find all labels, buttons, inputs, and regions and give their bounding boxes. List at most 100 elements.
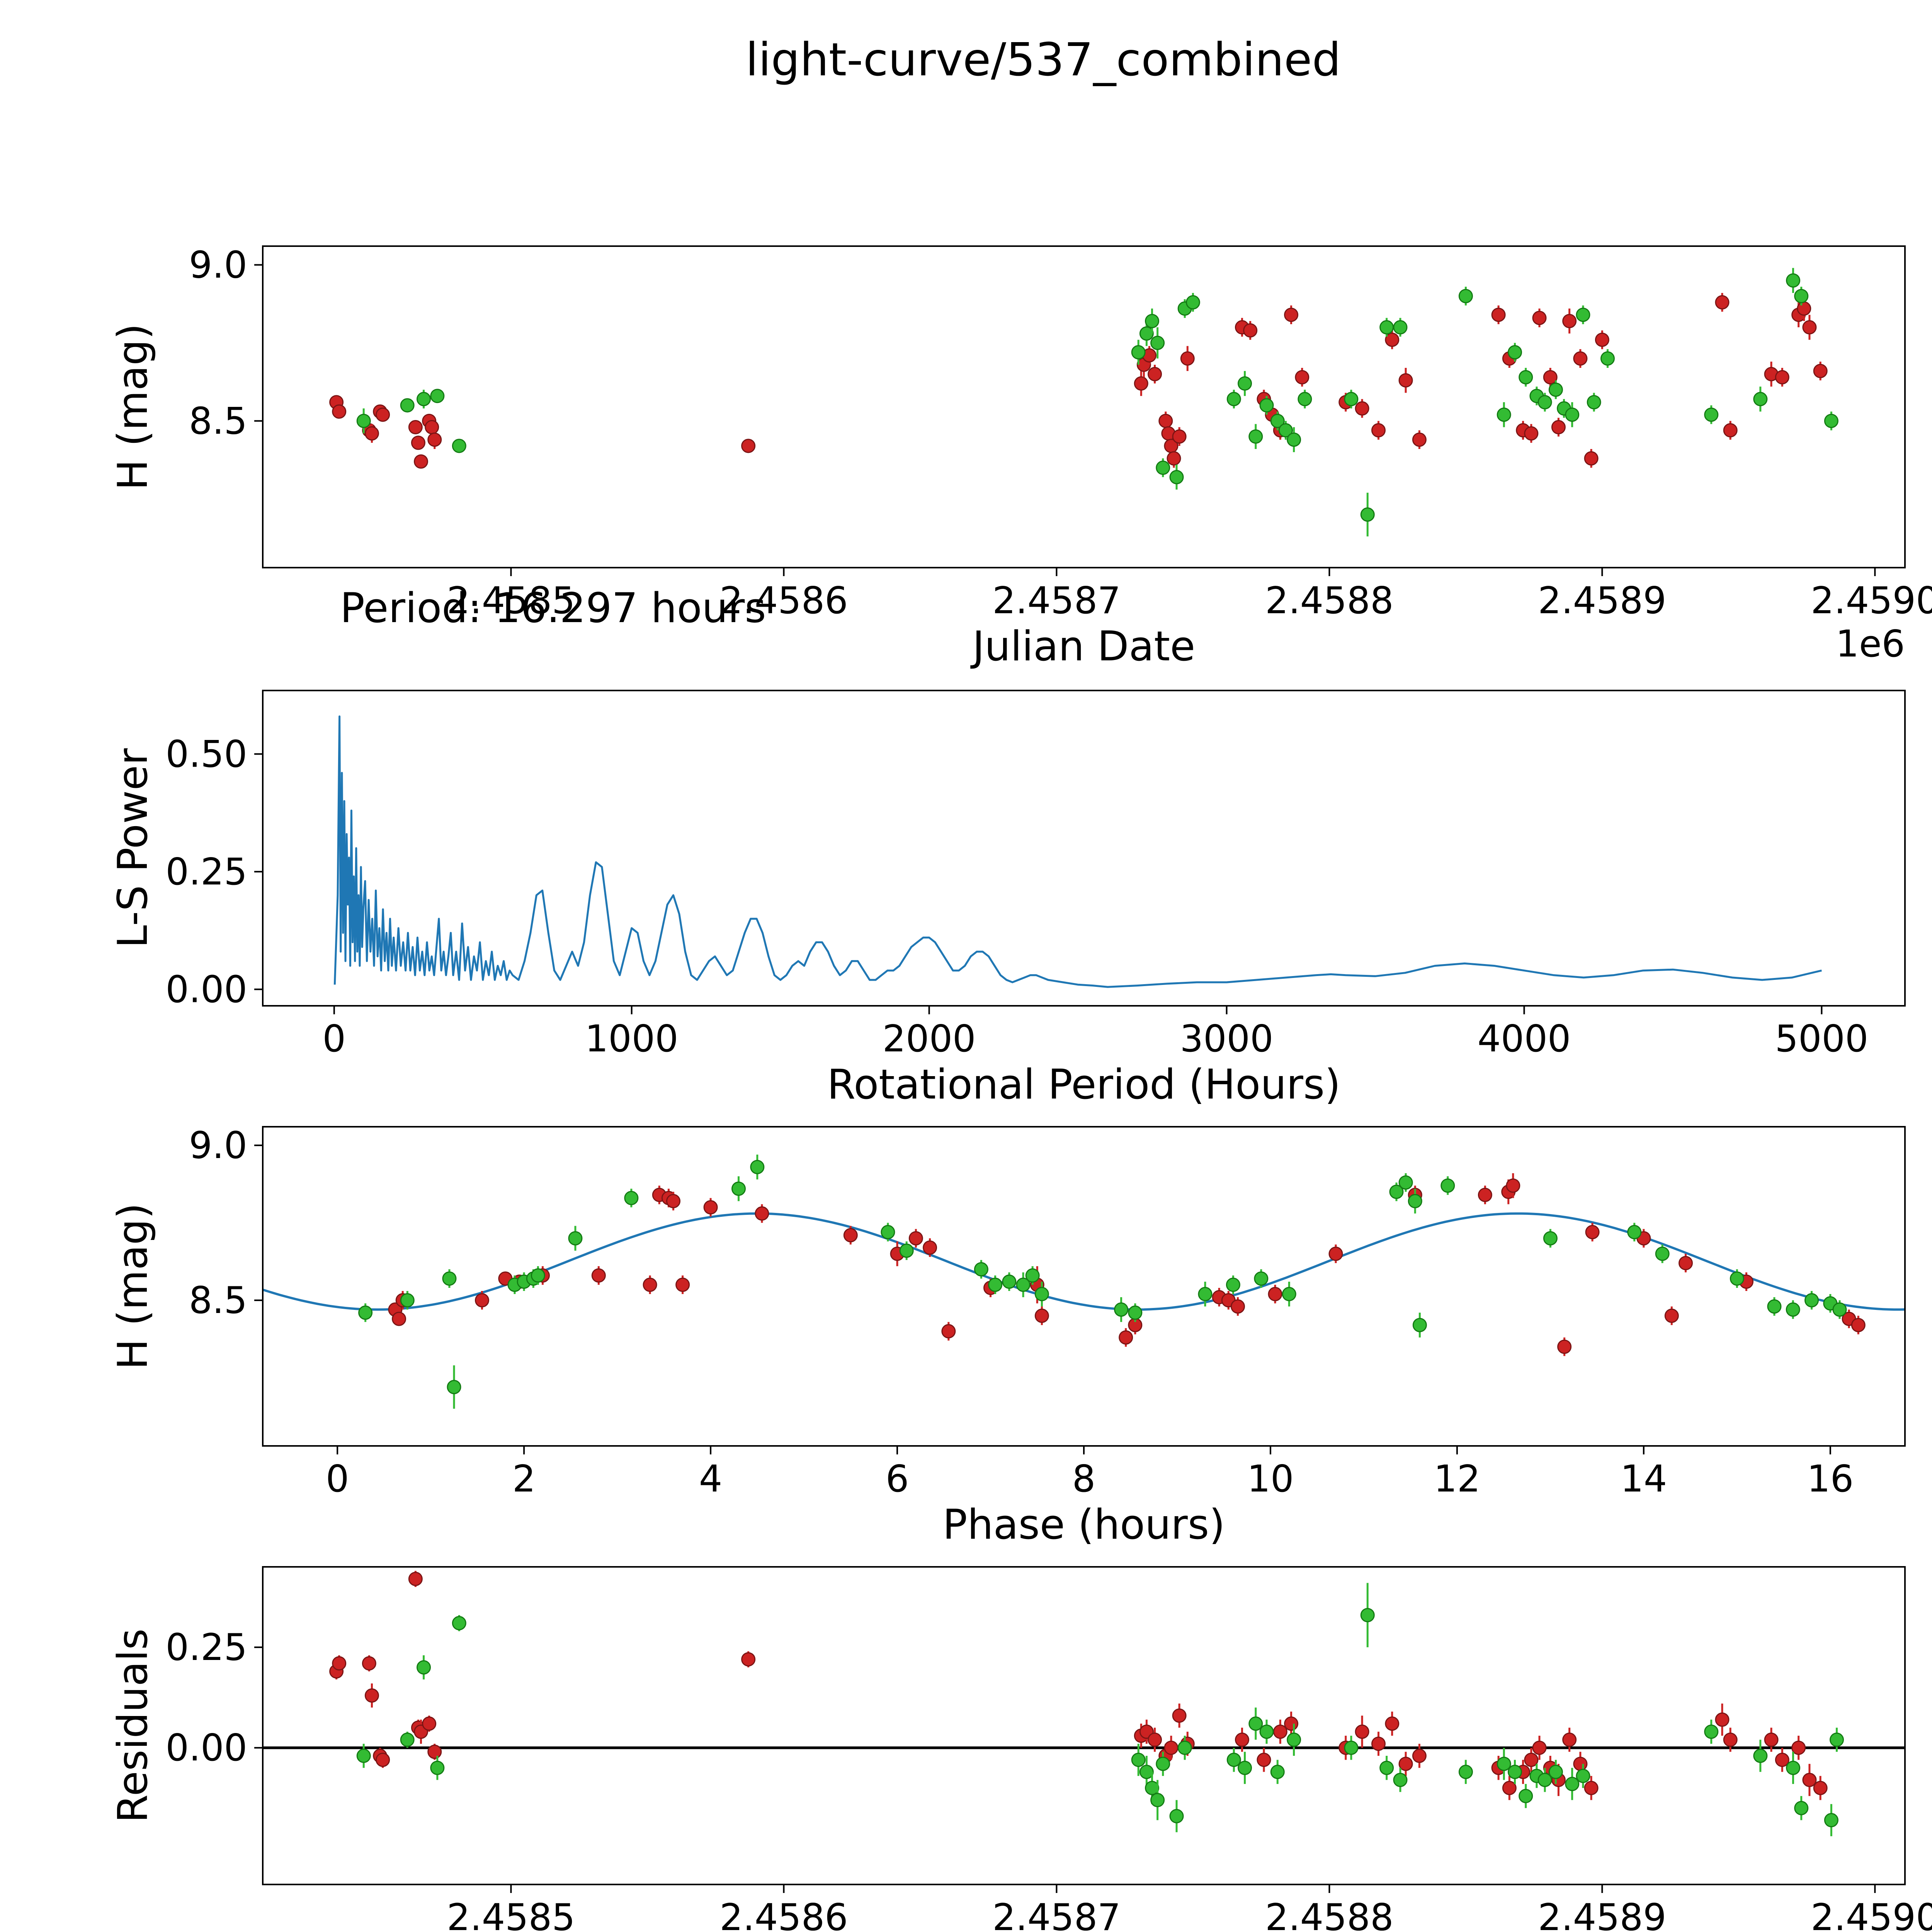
x-tick-label: 3000 [1180,1018,1274,1060]
data-point-green [1259,1725,1274,1739]
data-point-green [1282,1287,1296,1301]
data-point-green [1786,273,1801,288]
y-axis-label: H (mag) [109,323,156,490]
data-point-red [1257,1752,1271,1767]
data-point-green [358,1305,373,1320]
x-tick-label: 2.4590 [1811,1896,1932,1932]
x-tick-label: 6 [886,1458,909,1500]
series-red [329,293,1828,469]
x-tick-label: 2.4588 [1265,580,1393,622]
x-tick-label: 2.4589 [1538,1896,1666,1932]
data-point-green [1548,1765,1563,1779]
data-point-green [1497,1757,1511,1771]
data-point-red [1573,1757,1588,1771]
data-point-red [1284,308,1299,322]
data-point-green [1786,1760,1801,1775]
data-point-green [1393,320,1408,335]
data-point-red [703,1200,718,1215]
data-point-red [1723,1732,1738,1747]
x-tick-label: 12 [1434,1458,1480,1500]
y-tick-label: 0.25 [165,851,247,893]
data-point-red [843,1228,858,1243]
data-point-green [1767,1299,1782,1314]
data-point-green [1458,1765,1473,1779]
series-green [358,1155,1847,1409]
data-point-red [1235,1732,1249,1747]
data-point-green [1497,407,1511,422]
data-point-red [1491,308,1506,322]
data-point-green [1507,1765,1522,1779]
data-point-red [1584,451,1599,466]
data-point-green [1185,295,1200,310]
data-point-red [427,432,442,447]
data-point-red [591,1268,606,1283]
data-point-green [1458,289,1473,303]
x-tick-label: 16 [1807,1458,1854,1500]
data-point-red [422,1716,437,1731]
x-axis-label: Phase (hours) [943,1501,1225,1548]
data-point-green [1824,1813,1838,1828]
data-point-green [1034,1287,1049,1301]
plot-area [333,715,1822,988]
data-point-green [1360,1608,1375,1622]
data-point-red [1164,1740,1179,1755]
data-point-green [531,1268,545,1283]
y-tick-label: 8.5 [189,400,247,442]
data-point-green [1379,1760,1394,1775]
x-tick-label: 8 [1072,1458,1095,1500]
data-point-green [1565,407,1580,422]
data-point-green [1753,1748,1768,1763]
data-point-green [1287,1732,1301,1747]
data-point-green [1145,1781,1159,1795]
data-point-green [899,1243,914,1258]
data-point-green [1156,461,1170,475]
data-point-red [364,426,379,441]
data-point-red [1180,351,1195,366]
data-point-green [1519,1789,1533,1803]
data-point-red [1158,413,1173,428]
data-point-red [1585,1225,1600,1240]
data-point-red [1119,1330,1133,1345]
data-point-green [1287,432,1301,447]
data-point-green [447,1380,461,1395]
data-point-green [1139,1765,1154,1779]
data-point-green [1830,1732,1844,1747]
x-tick-label: 0 [323,1018,346,1060]
series-power [333,715,1822,988]
data-point-red [1478,1187,1492,1202]
figure-title: light-curve/537_combined [745,33,1341,86]
data-point-red [1371,423,1386,438]
data-point-red [1723,423,1738,438]
data-point-green [1169,470,1184,485]
data-point-green [400,1732,415,1747]
data-point-green [1128,1305,1143,1320]
x-tick-label: 4000 [1478,1018,1571,1060]
data-point-green [1832,1302,1847,1317]
data-point-red [1273,1725,1287,1739]
x-tick-label: 2.4590 [1811,580,1932,622]
plot-area [263,1155,1905,1409]
axes-spines [262,690,1906,1007]
data-point-red [376,407,390,422]
data-point-green [1537,1772,1552,1787]
data-point-red [1813,1781,1828,1795]
data-point-green [1226,1277,1240,1292]
subplot-lightcurve-vs-julian-date: 2.4585 2.4586 2.4587 2.4588 2.4589 2.4590 8.5 9… [109,244,1932,670]
data-point-green [1238,1760,1252,1775]
data-point-red [643,1277,657,1292]
data-point-green [1270,413,1285,428]
data-point-green [417,392,431,406]
data-point-green [1025,1268,1040,1283]
data-point-green [1238,376,1252,391]
data-point-red [1148,1732,1162,1747]
data-point-red [1557,1339,1572,1354]
x-tick-label: 5000 [1775,1018,1869,1060]
data-point-red [908,1231,923,1246]
data-point-red [1328,1247,1343,1261]
data-point-red [1532,311,1547,325]
data-point-green [1259,398,1274,413]
data-point-green [1507,345,1522,360]
data-point-red [364,1688,379,1703]
data-point-red [1034,1308,1049,1323]
data-point-green [881,1225,895,1240]
